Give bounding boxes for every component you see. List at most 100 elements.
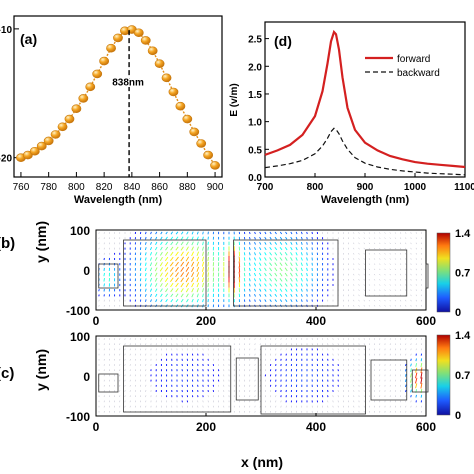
field-arrow xyxy=(144,262,147,266)
field-arrow xyxy=(207,288,209,293)
data-point xyxy=(64,114,75,124)
field-arrow xyxy=(295,293,298,297)
field-arrow xyxy=(300,283,303,287)
field-arrow xyxy=(175,246,179,251)
field-arrow xyxy=(306,299,308,302)
field-arrow xyxy=(284,283,288,287)
field-arrow xyxy=(164,277,169,282)
field-arrow xyxy=(185,277,190,283)
field-arrow xyxy=(295,236,298,240)
field-arrow xyxy=(170,256,174,262)
field-arrow xyxy=(175,282,179,288)
field-arrow xyxy=(306,257,308,261)
field-arrow xyxy=(154,272,158,277)
field-arrow xyxy=(264,236,267,240)
field-arrow xyxy=(254,294,256,297)
panel-b-colorbar-ticks: 1.4 0.7 0 xyxy=(455,228,471,319)
field-arrow xyxy=(253,278,257,282)
field-arrow xyxy=(165,236,168,240)
x-tick-label: 0 xyxy=(93,314,100,328)
field-arrow xyxy=(164,256,169,262)
field-arrow xyxy=(248,272,251,277)
field-arrow xyxy=(389,237,391,239)
field-arrow xyxy=(139,278,142,282)
field-arrow xyxy=(259,278,262,282)
field-arrow xyxy=(248,247,251,251)
field-arrow xyxy=(410,373,412,378)
field-arrow xyxy=(150,236,152,240)
field-arrow xyxy=(169,261,174,267)
field-arrow xyxy=(202,231,204,235)
field-arrow xyxy=(306,231,308,235)
panel-c-field-arrows xyxy=(98,338,423,413)
field-arrow xyxy=(243,283,246,287)
field-arrow xyxy=(202,246,204,251)
field-arrow xyxy=(154,267,158,272)
field-arrow xyxy=(400,289,402,291)
field-arrow xyxy=(420,383,423,389)
field-arrow xyxy=(306,267,308,272)
data-point xyxy=(203,150,214,160)
field-arrow xyxy=(259,299,262,302)
field-arrow xyxy=(180,293,184,298)
field-arrow xyxy=(400,247,402,250)
field-arrow xyxy=(290,277,293,282)
field-arrow xyxy=(279,277,283,282)
field-arrow xyxy=(248,288,251,292)
data-point xyxy=(57,122,68,132)
field-arrow xyxy=(169,267,174,272)
field-arrow xyxy=(300,252,303,256)
y-tick-label: -100 xyxy=(66,410,90,424)
field-arrow xyxy=(207,267,210,272)
field-arrow xyxy=(405,368,407,372)
field-arrow xyxy=(248,267,251,272)
field-arrow xyxy=(279,236,283,240)
field-arrow xyxy=(415,358,417,362)
field-arrow xyxy=(207,293,209,298)
data-point xyxy=(85,82,96,92)
field-arrow xyxy=(410,389,412,393)
panel-c-colorbar xyxy=(436,334,451,416)
field-arrow xyxy=(264,252,267,256)
field-arrow xyxy=(159,262,163,267)
field-arrow xyxy=(191,266,195,272)
field-arrow xyxy=(394,268,397,271)
field-arrow xyxy=(175,266,179,272)
field-arrow xyxy=(149,257,153,261)
field-arrow xyxy=(202,298,204,303)
field-arrow xyxy=(363,232,365,234)
field-arrow xyxy=(363,263,365,265)
field-arrow xyxy=(274,257,278,261)
field-arrow xyxy=(164,272,169,277)
data-point xyxy=(189,127,200,137)
x-tick-label: 800 xyxy=(68,182,85,193)
x-tick-label: 880 xyxy=(179,182,196,193)
field-arrow xyxy=(368,289,371,291)
field-arrow xyxy=(249,231,251,235)
field-arrow xyxy=(363,253,365,255)
field-arrow xyxy=(394,237,397,239)
field-arrow xyxy=(191,261,195,267)
field-arrow xyxy=(358,237,360,239)
field-arrow xyxy=(368,263,371,265)
y-tick-label: 1.5 xyxy=(248,90,262,101)
field-arrow xyxy=(384,232,386,234)
field-arrow xyxy=(373,247,376,250)
field-arrow xyxy=(400,253,402,255)
field-arrow xyxy=(248,257,251,261)
field-arrow xyxy=(384,273,386,276)
field-arrow xyxy=(269,241,272,245)
panel-d-y-axis-title: E (v/m) xyxy=(229,83,240,116)
panel-a-y-ticks: -10 -20 xyxy=(0,25,19,165)
field-arrow xyxy=(160,299,163,303)
field-arrow xyxy=(379,242,381,245)
field-arrow xyxy=(379,284,381,286)
field-arrow xyxy=(373,289,376,291)
y-tick-label: 0.5 xyxy=(248,145,262,156)
field-arrow xyxy=(149,267,153,272)
field-arrow xyxy=(295,272,298,277)
field-arrow xyxy=(368,284,371,286)
field-arrow xyxy=(389,305,391,307)
field-arrow xyxy=(400,263,402,265)
field-arrow xyxy=(207,282,209,288)
